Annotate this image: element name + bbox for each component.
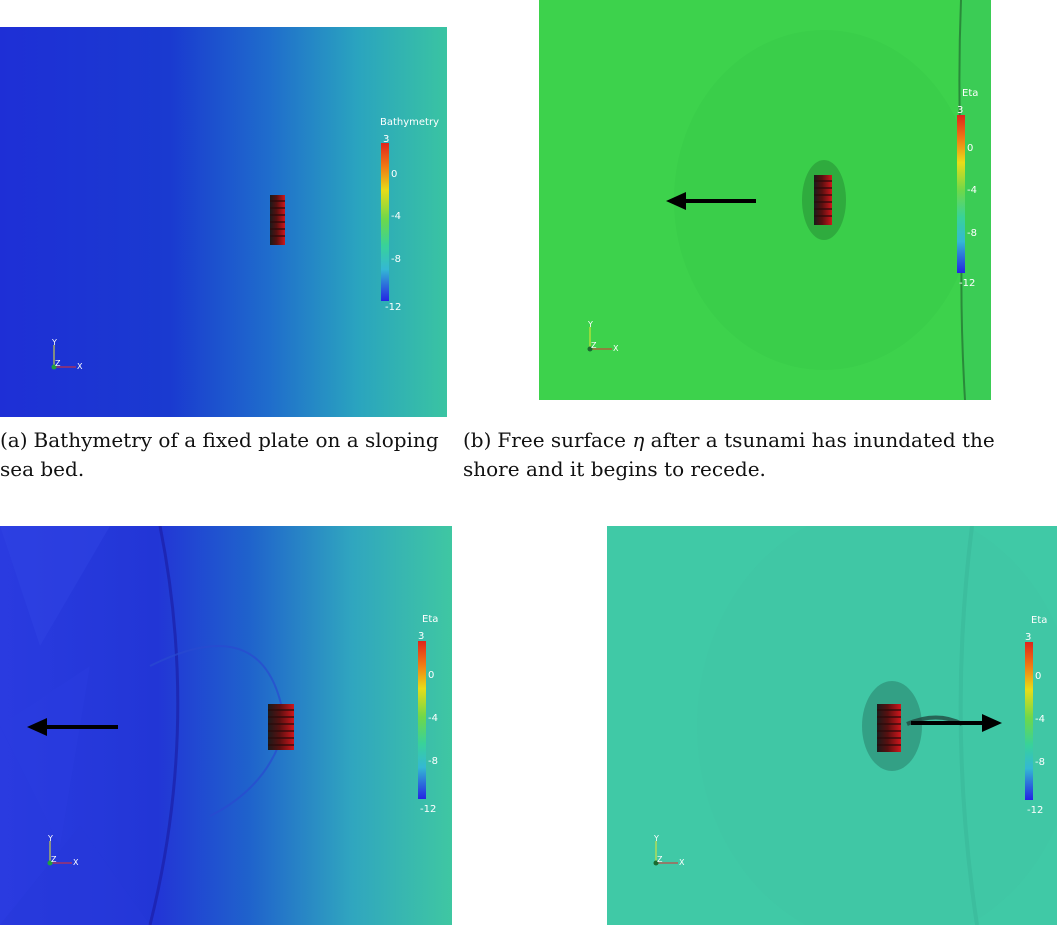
colorbar-tick: 0 [428, 670, 434, 681]
colorbar-tick: -4 [1035, 714, 1045, 725]
svg-text:X: X [679, 858, 685, 867]
eta-symbol: η [632, 428, 645, 452]
caption-b: (b) Free surface η after a tsunami has in… [463, 426, 1057, 484]
eta-field [539, 0, 991, 400]
colorbar [418, 641, 426, 799]
svg-text:Z: Z [591, 341, 597, 350]
svg-text:Z: Z [55, 359, 61, 368]
panel-d-free-surface: Eta 3 0 -4 -8 -12 Y Z X [607, 526, 1057, 925]
colorbar [957, 115, 965, 273]
fixed-plate [270, 195, 285, 245]
colorbar-tick: -12 [385, 302, 401, 313]
caption-label: (b) [463, 428, 492, 452]
panel-b-free-surface: Eta 3 0 -4 -8 -12 Y Z X [539, 0, 991, 400]
bathymetry-field [0, 27, 447, 417]
caption-text: Free surface [497, 428, 626, 452]
colorbar-title: Eta [1031, 615, 1047, 626]
colorbar-tick: -8 [1035, 757, 1045, 768]
svg-text:X: X [77, 362, 83, 371]
svg-text:Y: Y [653, 834, 659, 843]
fixed-plate [268, 704, 294, 750]
colorbar [381, 143, 389, 301]
axes-gizmo: Y Z X [47, 834, 79, 867]
colorbar-tick: 3 [1025, 632, 1031, 643]
colorbar-tick: -4 [967, 185, 977, 196]
colorbar-tick: 0 [967, 143, 973, 154]
caption-label: (a) [0, 428, 28, 452]
fixed-plate [877, 704, 901, 752]
colorbar-tick: 0 [1035, 671, 1041, 682]
svg-text:X: X [613, 344, 619, 353]
colorbar-tick: -4 [428, 713, 438, 724]
svg-text:Y: Y [51, 338, 57, 347]
colorbar-title: Bathymetry [380, 117, 439, 128]
colorbar-tick: 0 [391, 169, 397, 180]
colorbar-tick: 3 [957, 105, 963, 116]
caption-text: Bathymetry of a fixed plate on a sloping… [0, 428, 439, 481]
svg-text:Y: Y [47, 834, 53, 843]
axes-gizmo: Y Z X [51, 338, 83, 371]
colorbar-tick: -8 [391, 254, 401, 265]
colorbar-tick: -12 [1027, 805, 1043, 816]
svg-text:Y: Y [587, 320, 593, 329]
colorbar-tick: -8 [428, 756, 438, 767]
colorbar-tick: -12 [959, 278, 975, 289]
svg-text:Z: Z [51, 855, 57, 864]
colorbar-tick: 3 [383, 134, 389, 145]
colorbar-tick: 3 [418, 631, 424, 642]
panel-a-bathymetry: Bathymetry 3 0 -4 -8 -12 Y Z X [0, 27, 447, 417]
panel-c-free-surface: Eta 3 0 -4 -8 -12 Y Z X [0, 526, 452, 925]
colorbar-tick: -12 [420, 804, 436, 815]
colorbar [1025, 642, 1033, 800]
colorbar-tick: -8 [967, 228, 977, 239]
svg-text:Z: Z [657, 855, 663, 864]
arrow-left-icon [666, 192, 756, 210]
axes-gizmo: Y Z X [587, 320, 619, 353]
colorbar-title: Eta [962, 88, 978, 99]
axes-gizmo: Y Z X [653, 834, 685, 867]
arrow-left-icon [27, 718, 118, 736]
arrow-right-icon [911, 714, 1002, 732]
fixed-plate [814, 175, 832, 225]
svg-text:X: X [73, 858, 79, 867]
colorbar-tick: -4 [391, 211, 401, 222]
colorbar-title: Eta [422, 614, 438, 625]
caption-a: (a) Bathymetry of a fixed plate on a slop… [0, 426, 470, 484]
caption-text: after a tsunami has inundated the shore … [463, 428, 995, 481]
